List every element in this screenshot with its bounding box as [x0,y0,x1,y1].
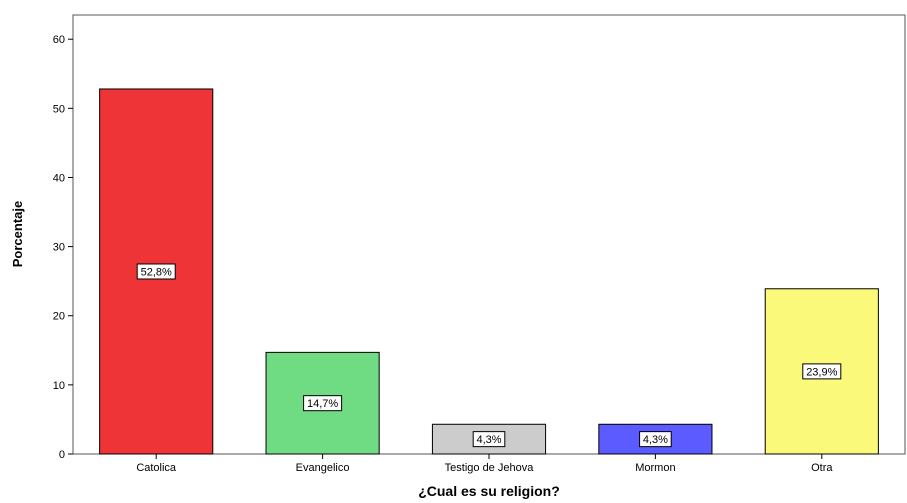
data-label-box [802,363,842,380]
data-label: 4,3% [476,434,501,446]
y-tick-label: 0 [59,449,65,461]
y-tick-label: 40 [53,172,65,184]
y-tick-label: 50 [53,103,65,115]
data-label-box [639,431,672,448]
data-label: 52,8% [141,266,172,278]
bar [764,288,879,455]
y-tick-label: 30 [53,242,65,254]
y-tick-label: 60 [53,34,65,46]
data-label: 14,7% [307,398,338,410]
y-tick-label: 20 [53,311,65,323]
x-axis-title: ¿Cual es su religion? [418,483,560,499]
data-label-box [472,431,506,448]
x-tick-label: Catolica [136,462,177,474]
y-tick-label: 10 [53,380,65,392]
x-tick-label: Mormon [635,462,675,474]
x-axis-ticks: Catolica Evangelico Testigo de Jehova Mormo… [136,454,833,474]
y-axis-ticks: 0 10 20 30 40 50 60 [53,34,73,461]
data-label: 4,3% [643,434,668,446]
data-label-box [136,263,176,280]
x-tick-label: Otra [811,462,833,474]
y-axis-title: Porcentaje [10,201,25,267]
data-label: 23,9% [806,366,837,378]
x-tick-label: Testigo de Jehova [445,462,535,474]
bars-group: 52,8% 14,7% 4,3% 4,3% 23,9% [99,88,879,455]
data-label-box [303,395,343,412]
x-tick-label: Evangelico [296,462,350,474]
